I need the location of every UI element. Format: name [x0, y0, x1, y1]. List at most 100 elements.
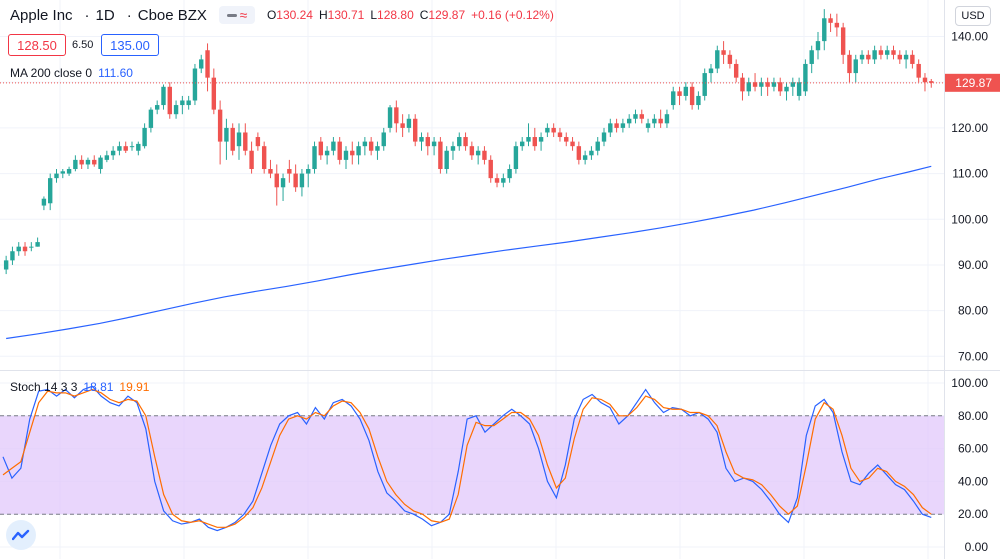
tradingview-logo-icon [12, 529, 30, 541]
candle-body [368, 141, 374, 151]
candle-body [274, 173, 279, 188]
stoch-band-lines [0, 415, 944, 515]
candle-body [595, 141, 600, 151]
candle-body [721, 50, 726, 55]
candle-body [173, 105, 179, 115]
candle-body [796, 82, 802, 96]
candle-body [268, 169, 273, 174]
candle-body [771, 82, 777, 87]
compare-toggle[interactable]: ≈ [218, 6, 255, 24]
candle-body [532, 137, 537, 147]
candle-body [494, 178, 500, 183]
candle-body [110, 150, 116, 156]
candle-body [929, 81, 934, 83]
candle-body [29, 246, 34, 248]
ma-value: 111.60 [98, 66, 133, 80]
high-value: H130.71 [318, 8, 365, 22]
candle-body [664, 114, 670, 124]
candle-body [142, 127, 147, 147]
ma-legend[interactable]: MA 200 close 0 111.60 [10, 66, 133, 80]
candle-body [192, 68, 198, 101]
candle-body [715, 50, 720, 69]
candle-body [727, 54, 733, 64]
candle-body [658, 118, 663, 124]
stoch-label: Stoch 14 3 3 [10, 380, 78, 394]
exchange: Cboe BZX [137, 6, 207, 24]
candle-body [60, 171, 65, 174]
symbol-name[interactable]: Apple Inc [10, 6, 73, 24]
candle-body [136, 143, 141, 151]
open-value: O130.24 [266, 8, 313, 22]
interval[interactable]: 1D [95, 6, 115, 24]
candle-body [287, 169, 292, 174]
stoch-tick-label: 40.00 [958, 474, 988, 488]
candle-body [129, 146, 135, 148]
candle-body [469, 146, 475, 156]
last-price-tag-bg [945, 73, 1000, 92]
stoch-axis[interactable]: 100.00 80.00 60.00 40.00 20.00 0.00 [951, 376, 988, 554]
candle-body [708, 68, 714, 74]
candle-body [331, 141, 336, 151]
candle-body [903, 54, 909, 60]
candles [3, 9, 934, 275]
candle-body [413, 118, 418, 142]
candle-body [324, 150, 330, 156]
candle-body [73, 159, 78, 170]
candle-body [759, 82, 764, 87]
stoch-d-line [2, 388, 932, 528]
candle-body [306, 169, 311, 174]
candle-body [809, 50, 814, 64]
candle-body [205, 50, 210, 78]
candle-body [519, 141, 525, 147]
candle-body [463, 137, 468, 147]
candle-body [582, 155, 588, 160]
candle-body [312, 146, 317, 170]
price-axis[interactable]: 140.00130.00120.00110.00100.0090.0080.00… [951, 30, 988, 364]
candle-body [891, 50, 896, 55]
candle-body [608, 123, 613, 133]
candle-body [614, 123, 619, 128]
candle-body [261, 146, 267, 170]
price-tick-label: 90.00 [958, 258, 988, 272]
candle-body [488, 159, 493, 179]
currency-button[interactable]: USD [955, 6, 991, 26]
spread-value: 6.50 [72, 39, 94, 51]
stoch-legend[interactable]: Stoch 14 3 3 18.81 19.91 [10, 380, 149, 394]
candle-body [394, 107, 399, 124]
candle-body [54, 173, 59, 179]
candle-body [910, 54, 915, 64]
candle-body [551, 127, 556, 133]
candle-body [293, 173, 298, 188]
candle-body [16, 246, 21, 252]
candle-body [752, 82, 758, 87]
candle-body [438, 141, 443, 170]
candle-body [576, 146, 582, 160]
candle-body [538, 137, 544, 142]
candle-body [249, 150, 254, 170]
candle-body [299, 173, 305, 188]
candle-body [186, 100, 191, 106]
candle-body [803, 63, 808, 92]
candle-body [255, 137, 261, 147]
sell-button[interactable]: 128.50 [8, 34, 66, 56]
candle-body [620, 123, 626, 128]
candle-body [626, 118, 632, 124]
candle-body [154, 105, 160, 110]
candle-body [570, 141, 575, 147]
stoch-k-line [2, 385, 932, 532]
tradingview-logo[interactable] [6, 520, 36, 550]
candle-body [104, 155, 110, 160]
candle-body [475, 150, 481, 156]
candle-body [3, 260, 9, 270]
candle-body [689, 86, 695, 106]
candle-body [431, 141, 437, 147]
buy-button[interactable]: 135.00 [101, 34, 159, 56]
candle-body [922, 77, 928, 83]
candle-body [501, 178, 506, 183]
candle-body [601, 132, 607, 142]
candle-body [765, 82, 770, 87]
stoch-tick-label: 0.00 [965, 540, 989, 554]
candle-body [885, 50, 890, 55]
candle-body [916, 63, 921, 78]
